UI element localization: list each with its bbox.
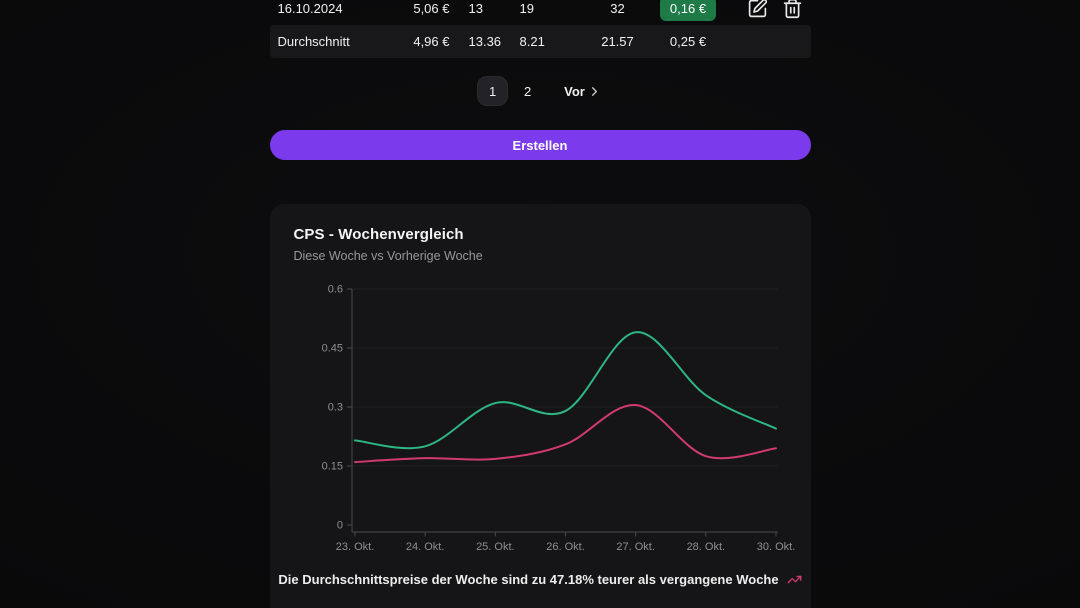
create-button[interactable]: Erstellen [269,130,811,160]
next-page-button[interactable]: Vor [564,84,602,99]
main-column: 16.10.2024 5,06 € 13 19 32 0,16 € [269,0,811,608]
x-tick-label: 23. Okt. [335,541,374,553]
x-tick-label: 27. Okt. [616,541,655,553]
x-tick-label: 24. Okt. [405,541,444,553]
row-price: 5,06 € [413,1,450,16]
summary-metric3: 21.57 [601,34,634,49]
x-tick-label: 30. Okt. [756,541,795,553]
pagination: 1 2 Vor [270,77,811,105]
file-pen-icon [748,0,767,18]
x-tick-label: 25. Okt. [476,541,515,553]
cps-chart-card: CPS - Wochenvergleich Diese Woche vs Vor… [269,204,811,608]
summary-cps: 0,25 € [669,34,707,49]
y-tick-label: 0.15 [321,461,342,473]
trash-icon [783,0,801,19]
y-tick-label: 0 [336,520,342,532]
series-line-pink [353,404,777,464]
row-actions [721,0,811,19]
cps-badge-cell: 0,16 € [656,0,721,21]
chevron-right-icon [591,86,597,96]
row-metric3: 32 [610,1,625,16]
row-metric2: 19 [519,1,534,16]
y-tick-label: 0.45 [321,343,342,355]
row-metric1: 13 [468,1,483,16]
chart-note-text: Die Durchschnittspreise der Woche sind z… [278,572,779,587]
table-row[interactable]: 16.10.2024 5,06 € 13 19 32 0,16 € [270,0,811,25]
summary-metric1: 13.36 [468,34,502,49]
x-tick-label: 28. Okt. [686,541,725,553]
chart-title: CPS - Wochenvergleich [293,226,464,243]
page-button-1[interactable]: 1 [478,77,508,105]
y-tick-label: 0.6 [327,284,342,296]
x-tick-label: 26. Okt. [546,541,585,553]
row-date: 16.10.2024 [277,1,343,16]
series-line-green [353,331,777,450]
chart-subtitle: Diese Woche vs Vorherige Woche [293,249,483,263]
summary-metric2: 8.21 [519,34,545,49]
chart-note: Die Durchschnittspreise der Woche sind z… [270,572,811,587]
page-button-2[interactable]: 2 [524,83,532,99]
summary-label: Durchschnitt [277,34,350,49]
trend-up-icon [787,575,802,584]
edit-button[interactable] [747,0,768,19]
cps-badge: 0,16 € [659,0,717,21]
summary-price: 4,96 € [413,34,450,49]
next-page-label: Vor [564,83,585,99]
y-tick-label: 0.3 [327,402,342,414]
table-summary-row: Durchschnitt 4,96 € 13.36 8.21 21.57 0,2… [269,25,811,58]
cps-chart: 0 0.15 0.3 0.45 0.6 23. Okt. 24. Okt. 25. Okt. 2… [321,284,795,553]
price-table: 16.10.2024 5,06 € 13 19 32 0,16 € [269,0,811,58]
delete-button[interactable] [782,0,803,19]
